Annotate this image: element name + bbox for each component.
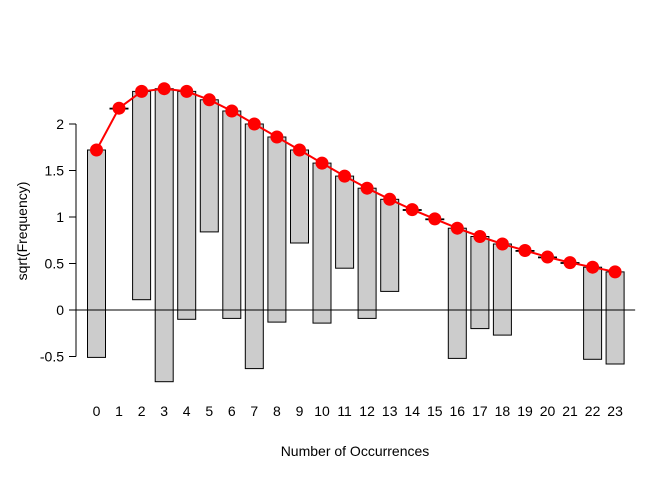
expected-point-19: [518, 244, 532, 257]
expected-point-9: [293, 143, 306, 157]
x-axis-label: Number of Occurrences: [281, 443, 430, 459]
bar-6: [222, 110, 242, 319]
bar-23: [605, 271, 625, 365]
bar-3: [154, 88, 174, 383]
expected-point-5: [202, 93, 216, 107]
x-tick-label-12: 12: [359, 403, 375, 419]
bar-16: [447, 227, 467, 359]
bar-18: [492, 243, 512, 336]
expected-point-22: [586, 260, 600, 274]
expected-point-20: [541, 250, 554, 264]
x-tick-label-21: 21: [562, 403, 578, 419]
x-tick-label-13: 13: [382, 403, 398, 419]
y-tick-label: 0.5: [45, 256, 65, 272]
x-tick-label-23: 23: [607, 403, 623, 419]
expected-point-14: [405, 203, 419, 217]
bar-13: [380, 198, 400, 292]
bar-12: [357, 187, 377, 319]
x-axis-tick-labels: 0 1 2 3 4 5 6 7 8 9 10 11 12 13 14 15 16 17 18 19 20 21 22 23: [93, 403, 623, 419]
bar-22: [583, 266, 603, 360]
y-axis: -0.5 0 0.5 1 1.5 2: [40, 116, 77, 365]
x-tick-label-15: 15: [427, 403, 443, 419]
bar-11: [335, 175, 355, 269]
expected-point-15: [428, 212, 442, 226]
expected-point-17: [473, 230, 487, 243]
bar-5: [199, 99, 219, 233]
expected-point-16: [450, 221, 464, 235]
bar-8: [267, 136, 287, 323]
expected-point-8: [270, 130, 284, 144]
x-tick-label-18: 18: [495, 403, 511, 419]
expected-point-2: [135, 84, 149, 98]
expected-point-0: [90, 143, 103, 157]
bar-10: [312, 162, 332, 324]
expected-point-4: [180, 84, 194, 98]
fitted-line-layer: [90, 82, 622, 279]
bar-9: [290, 149, 309, 244]
x-tick-label-11: 11: [337, 403, 352, 419]
expected-point-18: [495, 237, 509, 251]
bar-7: [244, 123, 264, 370]
y-tick-label: 1.5: [45, 163, 65, 179]
x-tick-label-5: 5: [205, 403, 213, 419]
bar-2: [132, 90, 152, 301]
bars-layer: [87, 88, 625, 383]
y-tick-label: -0.5: [40, 349, 64, 365]
y-tick-label: 1: [56, 209, 64, 225]
expected-frequency-line: [95, 87, 616, 273]
expected-point-21: [563, 256, 577, 270]
expected-point-11: [338, 169, 352, 183]
x-tick-label-14: 14: [404, 403, 420, 419]
x-tick-label-19: 19: [517, 403, 533, 419]
x-tick-label-17: 17: [472, 403, 488, 419]
expected-point-1: [112, 101, 126, 115]
x-tick-label-6: 6: [228, 403, 236, 419]
expected-point-13: [383, 192, 397, 206]
x-tick-label-3: 3: [160, 403, 168, 419]
bar-0: [87, 149, 106, 358]
x-tick-label-8: 8: [273, 403, 281, 419]
x-tick-label-16: 16: [450, 403, 466, 419]
expected-point-23: [608, 265, 622, 279]
expected-point-3: [157, 82, 171, 96]
x-tick-label-10: 10: [314, 403, 330, 419]
x-tick-label-4: 4: [183, 403, 191, 419]
expected-point-6: [225, 104, 239, 118]
expected-point-10: [315, 156, 329, 170]
x-tick-label-20: 20: [540, 403, 556, 419]
x-tick-label-1: 1: [115, 403, 123, 419]
x-tick-label-7: 7: [250, 403, 258, 419]
expected-point-7: [247, 117, 261, 131]
y-axis-label: sqrt(Frequency): [14, 182, 30, 281]
y-tick-label: 2: [56, 116, 64, 132]
x-tick-label-22: 22: [585, 403, 601, 419]
x-tick-label-9: 9: [296, 403, 304, 419]
y-tick-label: 0: [56, 302, 64, 318]
expected-point-12: [360, 181, 374, 195]
x-tick-label-0: 0: [93, 403, 101, 419]
bar-17: [470, 236, 490, 330]
bar-4: [177, 90, 197, 320]
x-tick-label-2: 2: [138, 403, 146, 419]
